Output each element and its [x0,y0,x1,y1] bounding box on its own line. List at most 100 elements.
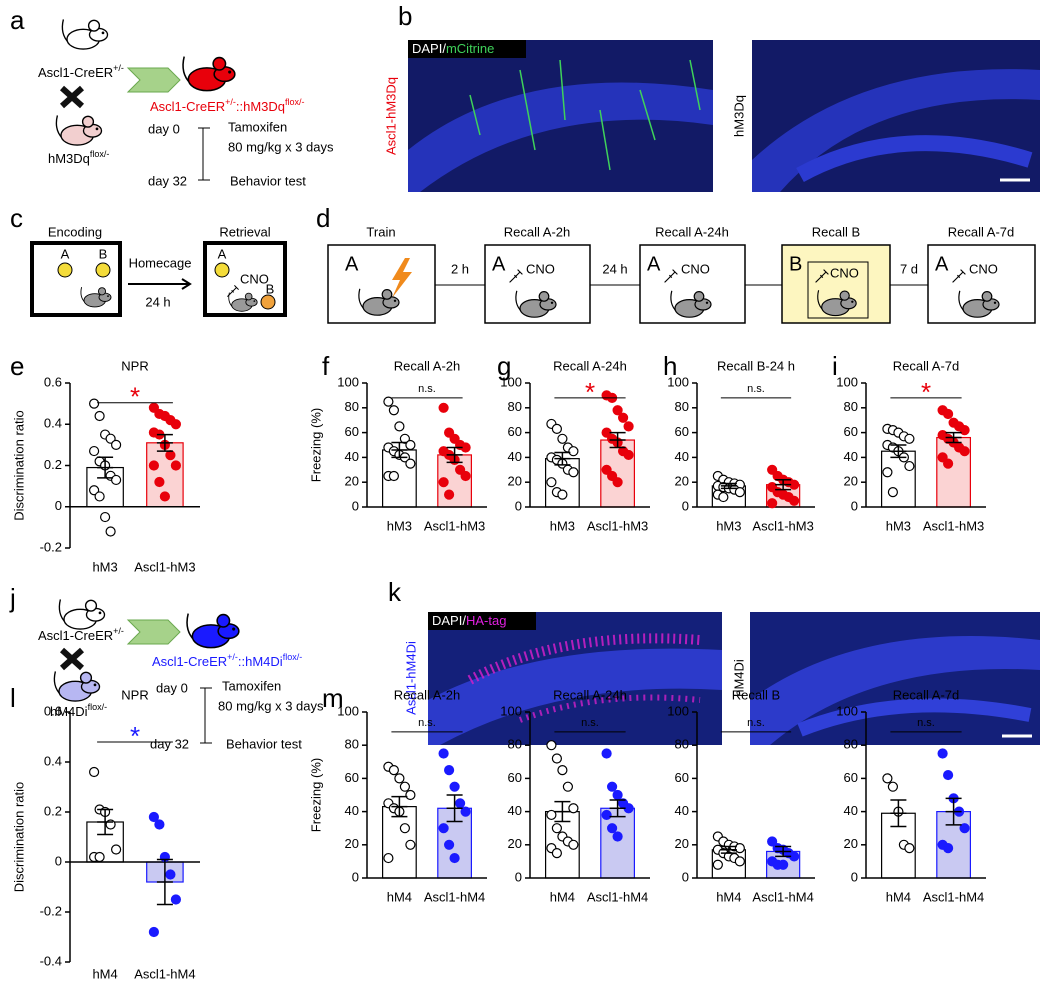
stage-title: Recall A-2h [504,224,570,239]
error-bar [890,444,907,459]
error-bar [890,799,907,828]
chart: NPR Discrimination ratio -0.4 -0.2 0 0.2 0.4 0.… [11,687,200,981]
y-tick-label: 0 [55,853,62,868]
context-label: A [345,253,359,275]
error-bar [391,795,408,818]
data-point [170,419,181,430]
context-label: A [492,253,506,275]
chart-title: Recall A-24h [553,687,627,702]
data-point [551,847,563,859]
panel-label: m [322,683,344,713]
chart: Recall B 0 20 40 60 80 100 hM4 Ascl1-hM4 n.s. [667,687,815,904]
data-point [734,856,745,867]
significance-label: * [585,377,595,407]
timeline [198,127,210,181]
stain-label: DAPI/mCitrine [412,41,494,56]
data-point [438,402,449,413]
interval-label: 7 d [900,261,918,276]
interval-label: 24 h [602,261,627,276]
timeline-event: Tamoxifen [228,119,287,134]
chart-title: Recall B [732,687,780,702]
y-tick-label: -0.4 [40,953,62,968]
drug-label: CNO [830,265,859,280]
data-point [388,405,399,416]
chart-title: NPR [121,358,148,373]
y-tick-label: 40 [345,803,359,818]
data-point [551,823,563,834]
bar [880,450,916,508]
y-tick-label: 80 [675,737,689,752]
data-point [88,398,100,409]
y-tick-label: 60 [508,770,522,785]
data-point [88,485,100,496]
context-label: A [935,253,949,275]
data-point [405,839,416,850]
y-tick-label: 0.6 [44,703,62,718]
error-bar [720,482,737,490]
y-tick-label: 20 [675,836,689,851]
data-point [444,764,455,776]
drug-label: CNO [969,261,998,276]
y-tick-label: 40 [675,803,689,818]
y-tick-label: 80 [345,737,359,752]
bar [437,807,472,879]
x-tick-label: hM3 [92,559,117,574]
data-point [942,458,954,469]
y-tick-label: 20 [844,474,858,489]
data-point [606,781,618,792]
stain-label: DAPI/HA-tag [432,613,506,628]
y-tick-label: 20 [345,836,359,851]
x-tick-label: Ascl1-hM3 [923,518,984,533]
data-point [887,487,899,498]
x-tick-label: hM3 [716,518,741,533]
x-tick-label: Ascl1-hM3 [424,518,485,533]
image-label: Ascl1-hM3Dq [383,77,398,155]
data-point [388,470,399,482]
y-tick-label: 40 [844,803,858,818]
x-tick-label: hM3 [387,518,412,533]
stain-label-bg [428,612,536,630]
genotype: Ascl1-CreER+/- [38,626,124,643]
data-point [789,495,800,506]
error-bar [945,431,962,444]
y-tick-label: 100 [836,374,858,389]
data-point [546,740,557,751]
y-tick-label: 0.6 [44,374,62,389]
data-point [612,831,623,842]
data-point [617,412,629,423]
data-point [882,467,893,478]
y-tick-label: 0 [352,869,359,884]
data-point [601,748,612,759]
chart-title: Recall A-24h [553,358,627,373]
y-tick-label: 20 [844,836,858,851]
chart: Recall A-7d 0 20 40 60 80 100 hM4 Ascl1-hM4 n.s. [836,687,986,904]
cross-icon [59,647,85,671]
stage-title: Recall B [812,224,860,239]
data-point [94,851,105,863]
chart-title: Recall A-2h [394,687,460,702]
data-point [94,491,105,502]
data-point [88,445,100,457]
y-tick-label: 40 [508,449,522,464]
data-point [170,894,181,905]
data-point [399,781,410,792]
significance-label: n.s. [418,383,436,395]
y-tick-label: 0 [515,498,522,513]
context-insert [807,261,869,319]
data-point [601,464,612,475]
data-point [449,433,460,444]
chart-title: Recall A-7d [893,358,959,373]
object [260,294,276,310]
stage-title: Train [366,224,395,239]
drug-label: CNO [681,261,710,276]
data-point [99,511,111,523]
stain-label-bg [408,40,526,58]
panel-d: 2 h 24 h 7 d Train A Recall A-2h A CNO R… [327,224,1036,324]
image-label: Ascl1-hM4Di [403,641,418,715]
data-point [383,852,394,864]
data-point [904,843,915,854]
y-axis-label: Discrimination ratio [11,410,26,521]
data-point [449,781,460,792]
data-point [942,769,954,781]
data-point [601,809,612,821]
